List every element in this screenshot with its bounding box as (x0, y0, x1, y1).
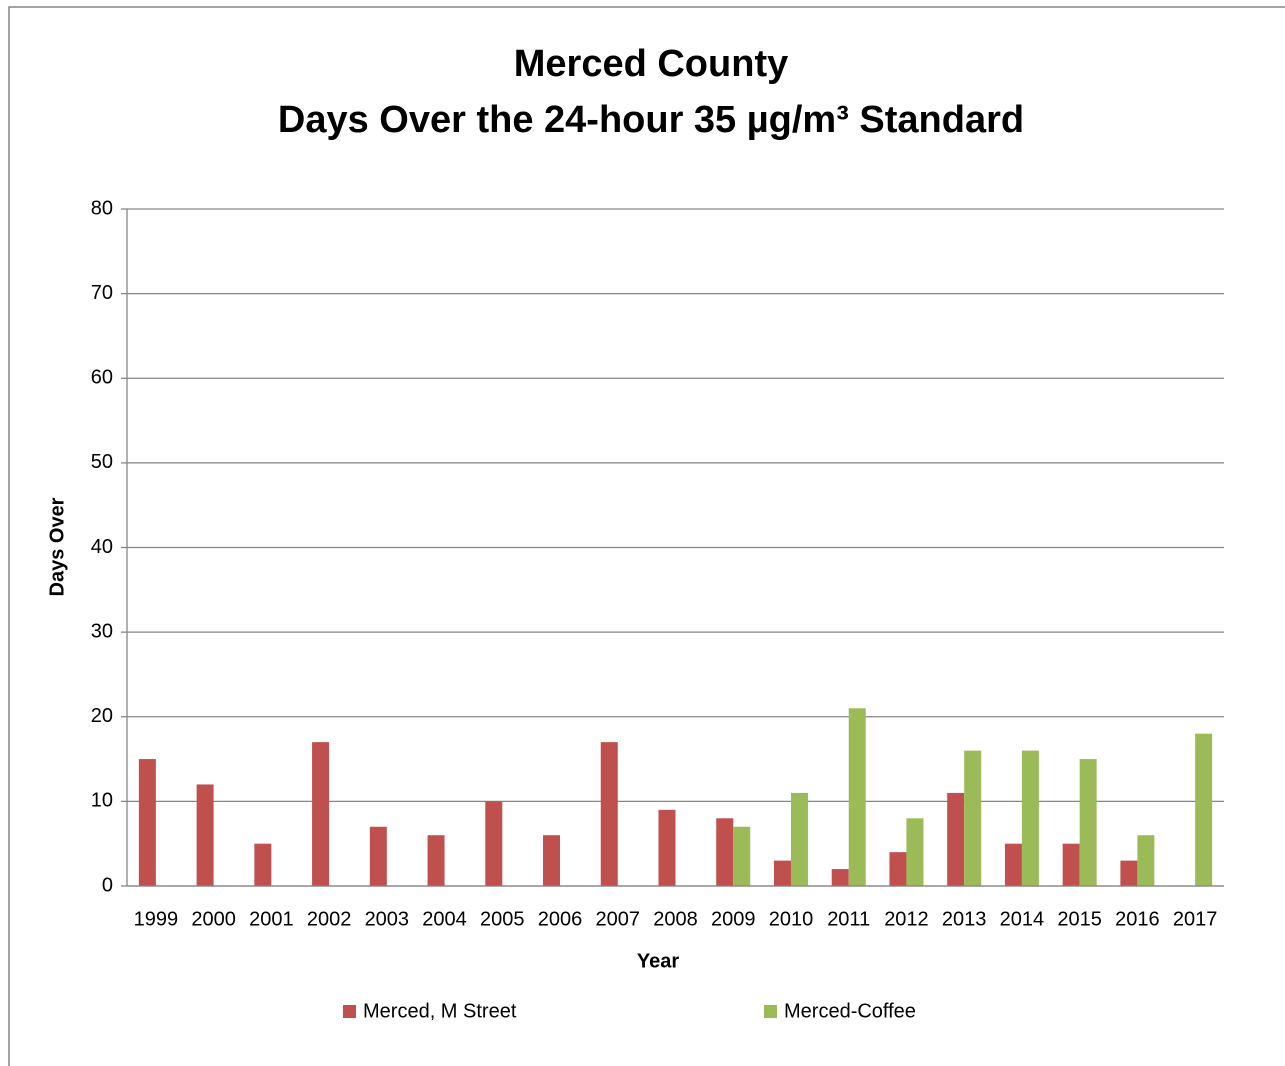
x-tick-label: 2012 (884, 908, 929, 930)
legend-label: Merced-Coffee (784, 1000, 916, 1022)
y-tick-label: 70 (91, 282, 113, 304)
x-tick-label: 2015 (1057, 908, 1102, 930)
chart-title: Days Over the 24-hour 35 µg/m³ Standard (278, 99, 1024, 141)
x-tick-label: 2009 (711, 908, 756, 930)
bar (906, 818, 924, 886)
bar (1120, 860, 1138, 886)
y-axis-label: Days Over (46, 497, 68, 596)
legend-swatch (764, 1005, 777, 1018)
legend-swatch (343, 1005, 356, 1018)
bar (196, 784, 214, 886)
x-tick-label: 2007 (596, 908, 641, 930)
bar (312, 742, 330, 886)
y-tick-label: 0 (102, 874, 113, 896)
bar (254, 843, 272, 886)
x-tick-label: 2011 (827, 908, 870, 930)
legend-label: Merced, M Street (363, 1000, 517, 1022)
y-tick-label: 30 (91, 620, 113, 642)
bar (831, 869, 849, 886)
x-tick-label: 2016 (1115, 908, 1160, 930)
bar (427, 835, 445, 886)
x-tick-label: 2006 (538, 908, 583, 930)
bar (485, 801, 503, 886)
x-tick-label: 2003 (365, 908, 410, 930)
bar (138, 759, 156, 886)
x-tick-label: 2013 (942, 908, 987, 930)
bar (1079, 759, 1097, 886)
bar (848, 708, 866, 886)
y-tick-label: 50 (91, 451, 113, 473)
x-axis-label: Year (637, 950, 679, 972)
y-tick-label: 80 (91, 197, 113, 219)
x-tick-label: 1999 (134, 908, 179, 930)
x-tick-label: 2004 (422, 908, 467, 930)
bar (658, 809, 676, 886)
bar (790, 792, 808, 886)
x-tick-label: 2002 (307, 908, 352, 930)
bar (964, 750, 982, 886)
bar (1004, 843, 1022, 886)
bar (543, 835, 561, 886)
y-tick-label: 20 (91, 705, 113, 727)
y-tick-label: 60 (91, 367, 113, 389)
y-tick-label: 10 (91, 790, 113, 812)
x-tick-label: 2005 (480, 908, 525, 930)
x-tick-label: 2014 (1000, 908, 1045, 930)
chart-title: Merced County (514, 43, 788, 85)
x-tick-label: 2008 (653, 908, 698, 930)
bar (1021, 750, 1039, 886)
chart-border (8, 6, 1285, 1066)
x-tick-label: 2017 (1173, 908, 1218, 930)
y-tick-label: 40 (91, 536, 113, 558)
bar (889, 852, 907, 886)
bar (716, 818, 734, 886)
bar (947, 792, 965, 886)
bar (369, 826, 387, 886)
bar (773, 860, 791, 886)
bar (600, 742, 618, 886)
x-tick-label: 2010 (769, 908, 814, 930)
x-tick-label: 2000 (191, 908, 236, 930)
x-tick-label: 2001 (249, 908, 294, 930)
bar (1062, 843, 1080, 886)
bar (1137, 835, 1155, 886)
bar (733, 826, 751, 886)
bar (1195, 733, 1213, 886)
